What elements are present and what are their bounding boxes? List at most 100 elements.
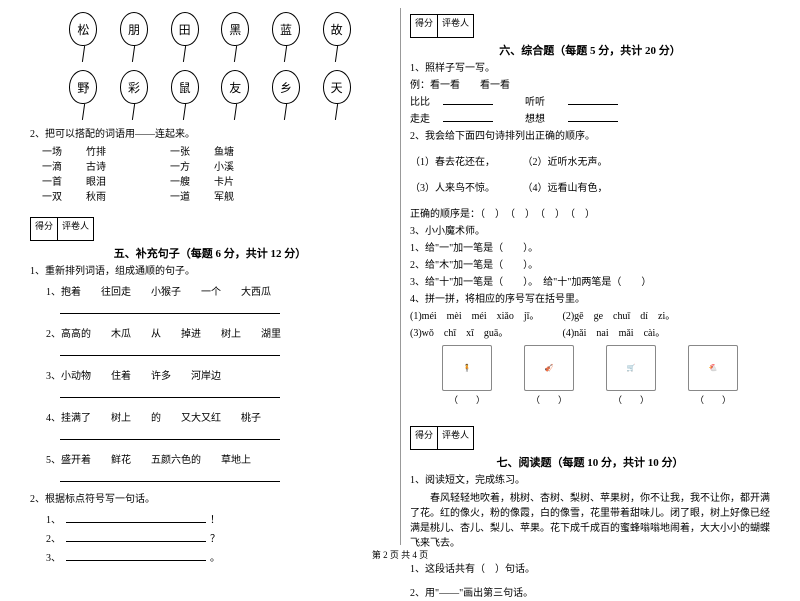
balloon-char: 蓝 — [272, 12, 300, 46]
item-num: 2、 — [46, 534, 61, 545]
section-5-title: 五、补充句子（每题 6 分，共计 12 分） — [30, 245, 390, 261]
s6-q4-pinyin-row2: (3)wǒ chī xī guā。 (4)nǎi nai mǎi cài。 — [410, 327, 770, 341]
picture-icon: 🛒 — [606, 345, 656, 391]
s7-sub2: 2、用"——"画出第三句话。 — [410, 587, 770, 601]
s5-q1-1: 1、抱着 往回走 小猴子 一个 大西瓜 — [46, 283, 390, 298]
answer-blank[interactable] — [60, 397, 280, 398]
pair-cell: 古诗 — [86, 160, 106, 175]
answer-blank[interactable] — [60, 355, 280, 356]
s5-q1-4: 4、挂满了 树上 的 又大又红 桃子 — [46, 409, 390, 424]
score-label: 得分 — [31, 218, 58, 240]
answer-blank[interactable] — [60, 481, 280, 482]
s6-q1-row1: 比比 听听 — [410, 96, 770, 110]
word-pair-table: 一场 一滴 一首 一双 竹排 古诗 眼泪 秋雨 一张 一方 一艘 一道 鱼塘 小… — [42, 145, 390, 205]
pair-cell: 一场 — [42, 145, 62, 160]
balloon-char: 天 — [323, 70, 351, 104]
section-6-title: 六、综合题（每题 5 分，共计 20 分） — [410, 42, 770, 58]
answer-blank[interactable] — [443, 104, 493, 105]
punct: ？ — [210, 534, 220, 545]
balloon: 故 — [321, 12, 353, 66]
pinyin-1: (1)méi mèi méi xiǎo jī。 — [410, 310, 560, 324]
balloon-char: 彩 — [120, 70, 148, 104]
balloon: 鼠 — [169, 70, 201, 124]
poem-1: （1）春去花还在， — [410, 156, 520, 170]
pair-cell: 卡片 — [214, 175, 234, 190]
pair-cell: 竹排 — [86, 145, 106, 160]
grader-label: 评卷人 — [438, 15, 473, 37]
score-box: 得分 评卷人 — [30, 217, 94, 241]
balloon-char: 乡 — [272, 70, 300, 104]
s6-q3-2: 2、给"木"加一笔是（ ）。 — [410, 259, 770, 273]
pinyin-2: (2)gē ge chuī dí zi。 — [563, 311, 676, 322]
question-2: 2、把可以搭配的词语用——连起来。 — [30, 128, 390, 142]
grader-label: 评卷人 — [438, 427, 473, 449]
s5-q2: 2、根据标点符号写一句话。 — [30, 493, 390, 507]
punct: ！ — [210, 515, 220, 526]
item-num: 1、 — [46, 515, 61, 526]
s6-q2-row2: （3）人来鸟不惊。 （4）远看山有色， — [410, 182, 770, 196]
section-7-title: 七、阅读题（每题 10 分，共计 10 分） — [410, 454, 770, 470]
balloon-char: 鼠 — [171, 70, 199, 104]
picture-icon: 🐔 — [688, 345, 738, 391]
balloon-row-2: 野 彩 鼠 友 乡 天 — [58, 70, 362, 124]
poem-4: （4）远看山有色， — [523, 183, 608, 194]
answer-blank[interactable] — [443, 121, 493, 122]
answer-blank[interactable] — [568, 104, 618, 105]
answer-blank[interactable] — [568, 121, 618, 122]
word-a: 比比 — [410, 96, 440, 110]
paren-blank[interactable]: （ ） — [449, 393, 485, 406]
paren-blank[interactable]: （ ） — [613, 393, 649, 406]
score-box: 得分 评卷人 — [410, 14, 474, 38]
s5-q2-2: 2、 ？ — [46, 530, 390, 545]
left-column: 松 朋 田 黑 蓝 故 野 彩 鼠 友 乡 天 2、把可以搭配的词语用——连起来… — [20, 8, 400, 545]
answer-blank[interactable] — [60, 313, 280, 314]
score-box: 得分 评卷人 — [410, 426, 474, 450]
score-label: 得分 — [411, 15, 438, 37]
balloon: 松 — [67, 12, 99, 66]
picture-row: 🧍 （ ） 🎻 （ ） 🛒 （ ） 🐔 （ ） — [426, 345, 754, 406]
balloon-char: 黑 — [221, 12, 249, 46]
pair-cell: 一双 — [42, 190, 62, 205]
pair-cell: 一道 — [170, 190, 190, 205]
paren-blank[interactable]: （ ） — [695, 393, 731, 406]
picture-cell: 🛒 （ ） — [604, 345, 658, 406]
s5-q2-1: 1、 ！ — [46, 511, 390, 526]
balloon: 彩 — [118, 70, 150, 124]
grader-label: 评卷人 — [58, 218, 93, 240]
balloon: 野 — [67, 70, 99, 124]
answer-blank[interactable] — [60, 439, 280, 440]
picture-cell: 🧍 （ ） — [440, 345, 494, 406]
poem-2: （2）近听水无声。 — [523, 157, 608, 168]
pair-cell: 秋雨 — [86, 190, 106, 205]
pair-cell: 一艘 — [170, 175, 190, 190]
s5-q1: 1、重新排列词语，组成通顺的句子。 — [30, 265, 390, 279]
pair-cell: 鱼塘 — [214, 145, 234, 160]
balloon: 友 — [219, 70, 251, 124]
paren-blank[interactable]: （ ） — [531, 393, 567, 406]
word-b: 听听 — [525, 96, 565, 110]
s7-sub1: 1、这段话共有（ ）句话。 — [410, 563, 770, 577]
picture-icon: 🧍 — [442, 345, 492, 391]
pair-cell: 小溪 — [214, 160, 234, 175]
balloon: 朋 — [118, 12, 150, 66]
s5-q1-2: 2、高高的 木瓜 从 掉进 树上 湖里 — [46, 325, 390, 340]
s6-q3-3: 3、给"十"加一笔是（ ）。 给"十"加两笔是（ ） — [410, 276, 770, 290]
pair-cell: 一张 — [170, 145, 190, 160]
s5-q1-3: 3、小动物 住着 许多 河岸边 — [46, 367, 390, 382]
balloon: 田 — [169, 12, 201, 66]
s6-q1-row2: 走走 想想 — [410, 113, 770, 127]
s7-q1: 1、阅读短文，完成练习。 — [410, 474, 770, 488]
picture-icon: 🎻 — [524, 345, 574, 391]
balloon-char: 故 — [323, 12, 351, 46]
pair-cell: 一滴 — [42, 160, 62, 175]
answer-blank[interactable] — [66, 541, 206, 542]
right-column: 得分 评卷人 六、综合题（每题 5 分，共计 20 分） 1、照样子写一写。 例… — [400, 8, 780, 545]
answer-blank[interactable] — [66, 522, 206, 523]
balloon-char: 友 — [221, 70, 249, 104]
s6-q3-1: 1、给"一"加一笔是（ ）。 — [410, 242, 770, 256]
s6-q2-answer: 正确的顺序是：（ ） （ ） （ ） （ ） — [410, 208, 770, 222]
balloon-char: 松 — [69, 12, 97, 46]
balloon: 黑 — [219, 12, 251, 66]
picture-cell: 🐔 （ ） — [686, 345, 740, 406]
pinyin-3: (3)wǒ chī xī guā。 — [410, 327, 560, 341]
